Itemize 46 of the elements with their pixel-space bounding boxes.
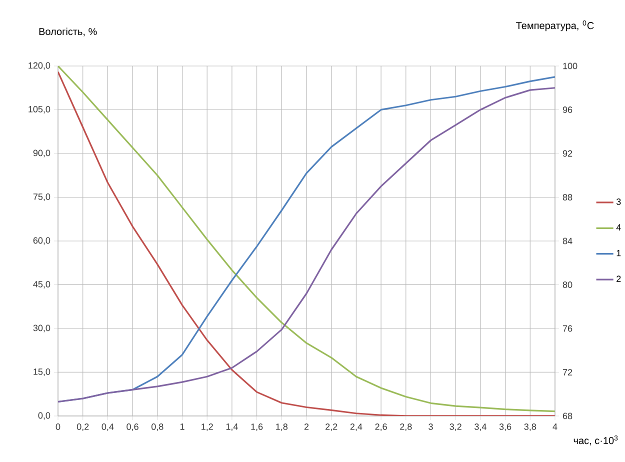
x-tick-label: 3,4: [474, 424, 486, 431]
x-tick-label: 3,2: [450, 424, 462, 431]
y-tick-label: 120,0: [28, 62, 50, 70]
legend-label: 1: [616, 250, 621, 256]
x-tick-label: 1: [180, 424, 184, 430]
y2-tick-label: 88: [562, 194, 572, 200]
x-tick-label: 3: [428, 424, 433, 430]
y-tick-label: 105,0: [28, 106, 50, 114]
y2-tick-label: 68: [562, 412, 572, 420]
y2-tick-label: 96: [562, 106, 572, 113]
x-tick-label: 3,8: [524, 424, 536, 431]
y-tick-label: 15,0: [34, 368, 50, 376]
x-tick-label: 2,2: [326, 424, 338, 431]
x-tick-label: 0,2: [76, 424, 89, 431]
x-tick-label: 1,6: [251, 424, 263, 431]
x-tick-label: 4: [552, 424, 558, 430]
y2-tick-label: 92: [562, 150, 572, 157]
y2-axis-title: Температура, $^{0}$С: [516, 20, 594, 32]
x-tick-label: 2: [304, 424, 309, 430]
x-tick-label: 1,2: [202, 424, 213, 431]
x-tick-label: 1,8: [276, 424, 288, 431]
x-tick-label: 0,8: [151, 424, 164, 431]
y2-tick-label: 100: [563, 62, 578, 70]
y-tick-label: 45,0: [33, 281, 50, 288]
y-tick-label: 90,0: [33, 150, 50, 158]
y2-tick-label: 72: [562, 369, 572, 376]
x-tick-label: 0,4: [102, 424, 114, 431]
y-axis-title: Вологість, %: [39, 28, 97, 36]
legend-label: 2: [616, 276, 621, 282]
x-tick-label: 0: [56, 424, 60, 430]
x-tick-label: 2,4: [350, 424, 362, 431]
x-tick-label: 3,6: [499, 424, 512, 431]
y2-tick-label: 84: [562, 238, 572, 244]
y-tick-label: 75,0: [33, 194, 50, 201]
x-tick-label: 2,6: [375, 424, 387, 431]
y-tick-label: 0,0: [38, 412, 50, 420]
y-tick-label: 30,0: [33, 324, 50, 332]
x-axis-title: час, с·10$^{3}$: [574, 436, 618, 446]
x-tick-label: 2,8: [400, 424, 412, 431]
legend-label: 3: [616, 198, 621, 205]
x-tick-label: 1,4: [226, 424, 238, 431]
y2-tick-label: 76: [562, 325, 572, 332]
y-tick-label: 60,0: [33, 237, 50, 245]
x-tick-label: 0,6: [126, 424, 138, 431]
legend-label: 4: [616, 224, 621, 230]
y2-tick-label: 80: [562, 282, 572, 288]
